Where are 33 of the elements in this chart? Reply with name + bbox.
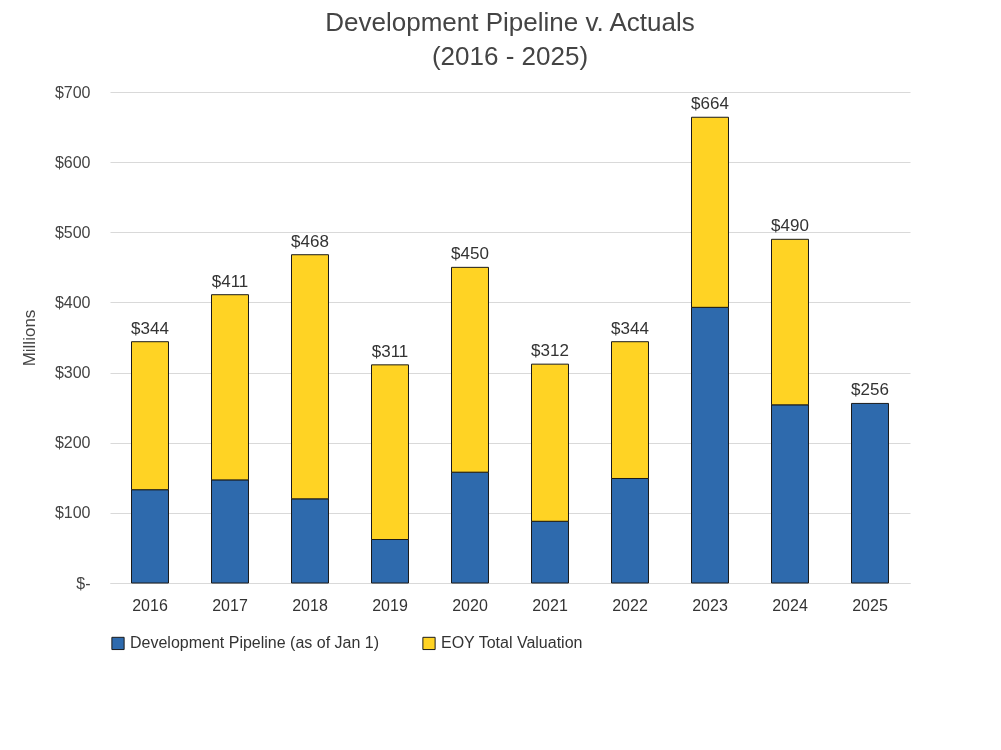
x-tick-label: 2019 <box>372 596 408 614</box>
x-tick-label: 2024 <box>772 596 808 614</box>
total-label: $311 <box>371 341 409 361</box>
x-tick-label: 2023 <box>692 596 728 614</box>
y-tick-label: $200 <box>54 434 91 452</box>
x-tick-label: 2016 <box>132 596 168 614</box>
y-tick-label: $300 <box>54 364 91 382</box>
x-tick-label: 2020 <box>452 596 488 614</box>
x-tick-label: 2018 <box>292 596 328 614</box>
legend-label: EOY Total Valuation <box>441 634 583 652</box>
total-label: $411 <box>211 271 249 291</box>
total-label: $450 <box>451 244 489 264</box>
y-tick-label: $400 <box>54 293 91 311</box>
chart-title: Development Pipeline v. Actuals (2016 - 2025) <box>325 7 695 71</box>
y-tick-label: $100 <box>54 504 91 522</box>
x-tick-label: 2017 <box>212 596 248 614</box>
bar <box>851 402 889 584</box>
total-label: $312 <box>531 341 569 361</box>
total-label: $344 <box>131 318 169 338</box>
legend-label: Development Pipeline (as of Jan 1) <box>130 634 380 652</box>
total-label: $664 <box>691 94 729 114</box>
x-tick-label: 2025 <box>852 596 888 614</box>
y-tick-label: $- <box>76 574 91 592</box>
y-axis-title: Millions <box>19 309 39 367</box>
y-tick-label: $700 <box>54 83 91 101</box>
y-tick-label: $500 <box>54 223 91 241</box>
y-tick-label: $600 <box>54 153 91 171</box>
total-label: $490 <box>771 216 809 236</box>
x-tick-label: 2021 <box>532 596 568 614</box>
total-label: $256 <box>851 380 889 400</box>
x-tick-label: 2022 <box>612 596 648 614</box>
total-label: $468 <box>291 231 329 251</box>
total-label: $344 <box>611 318 649 338</box>
